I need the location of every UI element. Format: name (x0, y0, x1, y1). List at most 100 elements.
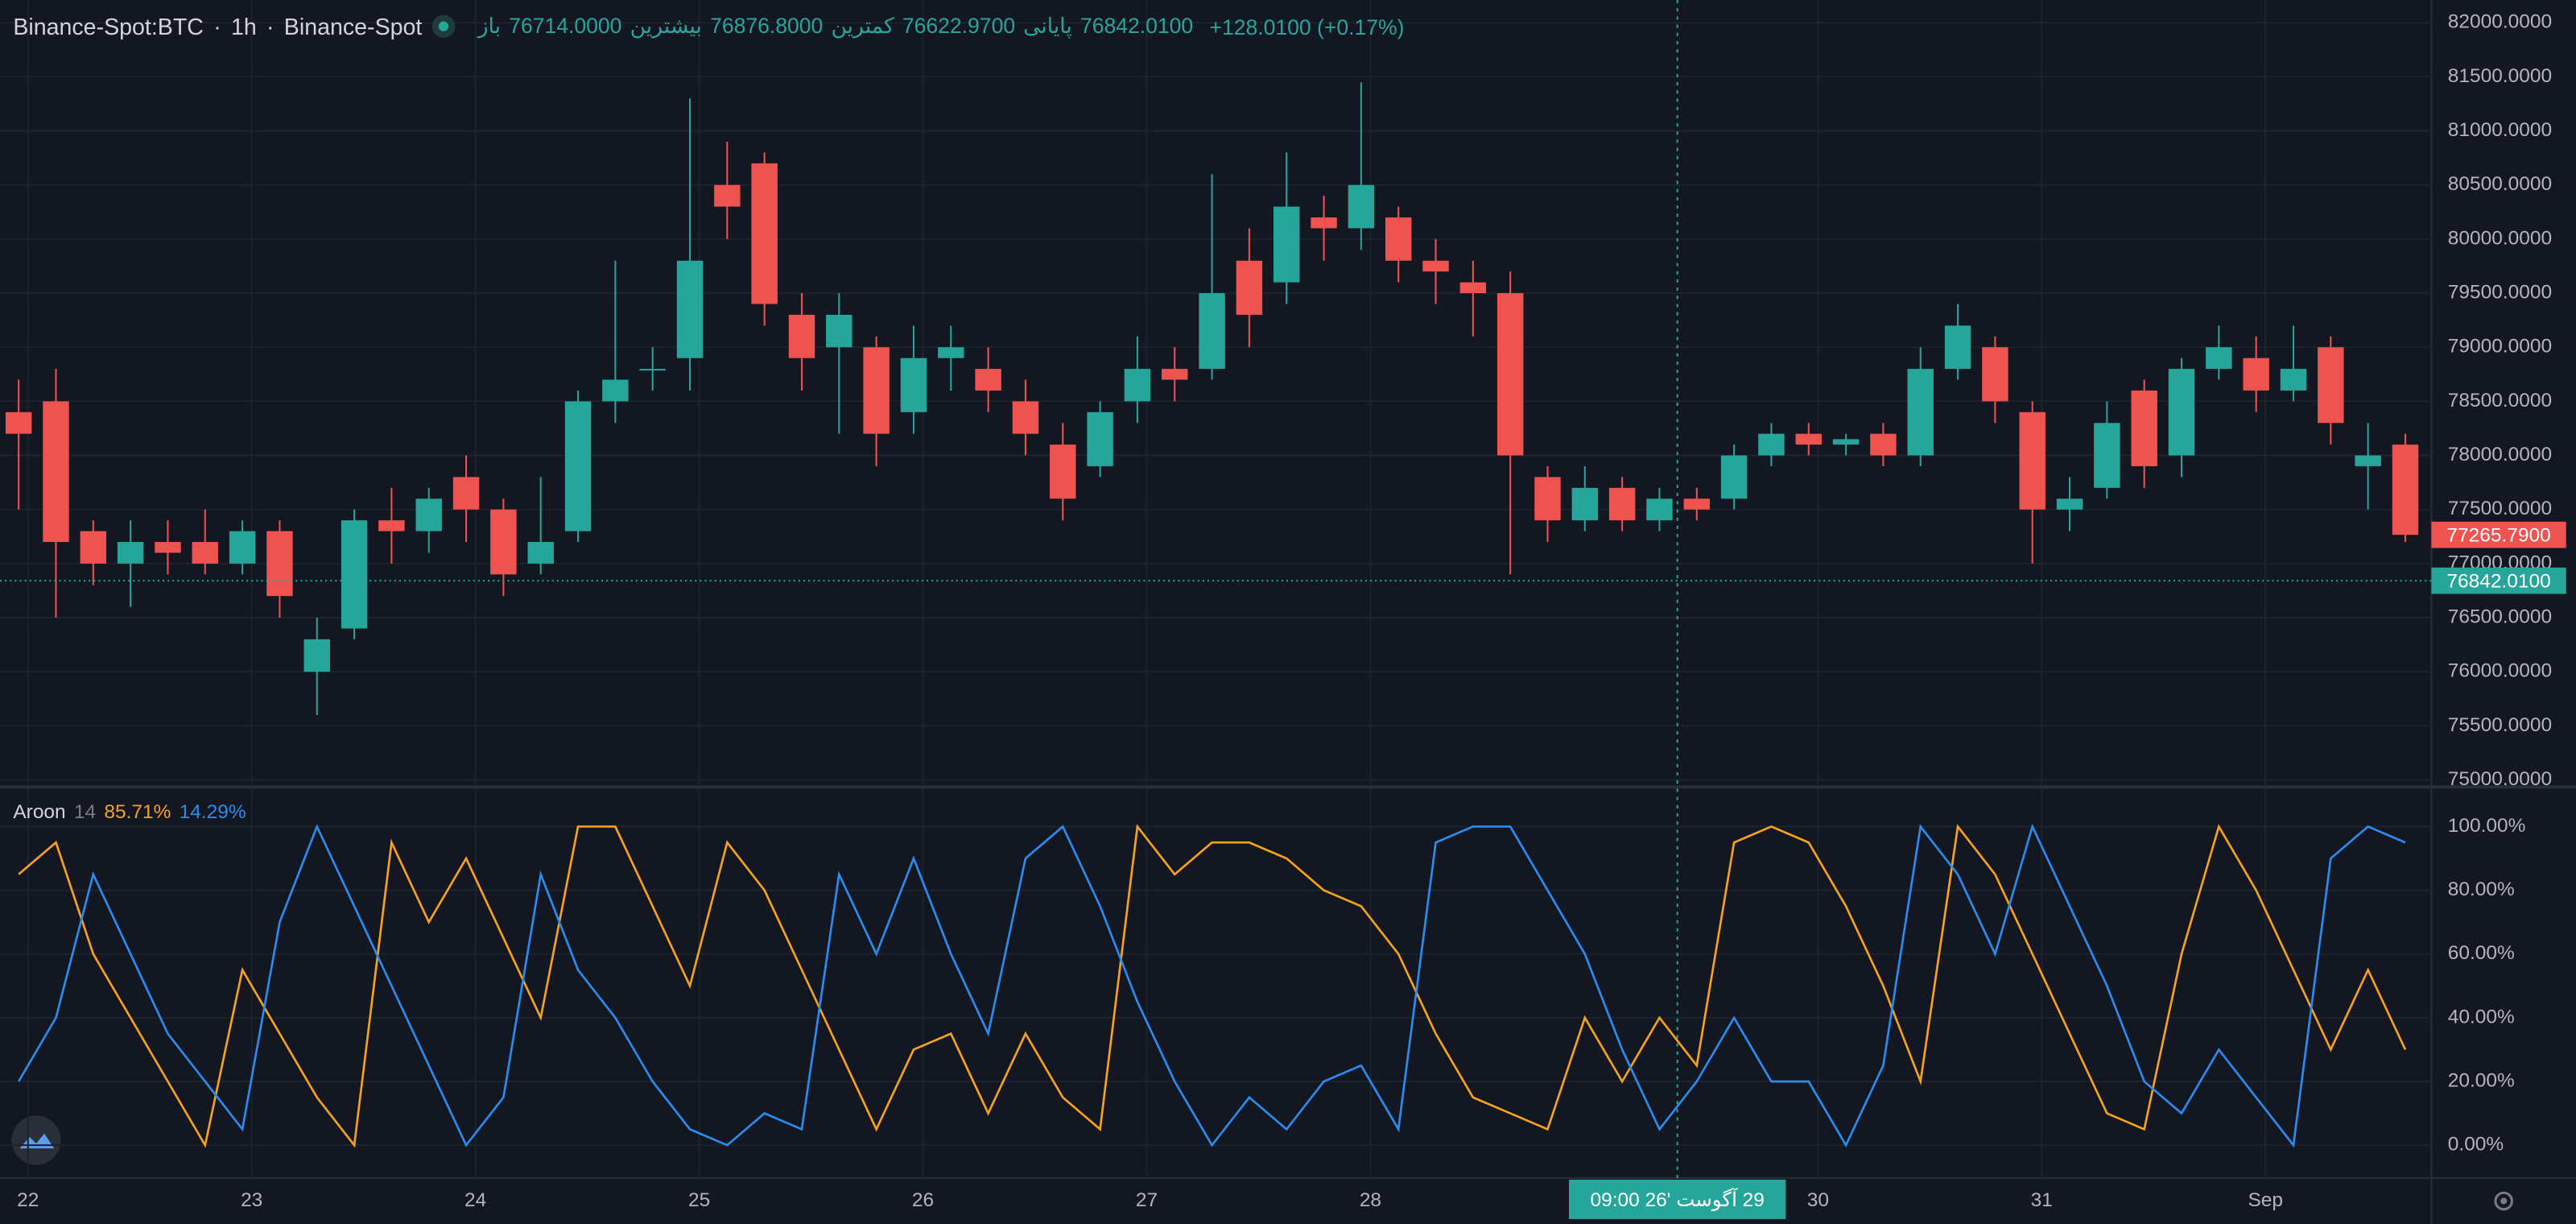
exchange: Binance-Spot (283, 13, 423, 39)
y-tick-label: 20.00% (2448, 1069, 2515, 1091)
ohlc-label: پایانی (1023, 13, 1072, 38)
candle-body (2131, 390, 2157, 466)
indicator-title: Aroon (13, 800, 66, 824)
y-tick-label: 79500.0000 (2448, 282, 2552, 304)
dot-sep: · (213, 13, 221, 39)
y-tick-label: 76500.0000 (2448, 606, 2552, 628)
candle-body (2056, 498, 2083, 510)
ohlc-value: 76842.0100 (1080, 13, 1194, 38)
candle-body (1348, 184, 1375, 229)
candle-body (378, 520, 405, 531)
candle-body (266, 531, 293, 597)
header: Binance-Spot:BTC · 1h · Binance-Spot باز… (13, 10, 1404, 43)
ohlc-value: 76622.9700 (902, 13, 1016, 38)
candle-body (1199, 293, 1225, 370)
candle-body (117, 542, 144, 564)
candle-body (639, 369, 666, 371)
ohlc-label: بیشترین (630, 13, 702, 38)
candle-body (2206, 347, 2232, 370)
indicator-legend: Aroon 14 85.71% 14.29% (13, 800, 246, 824)
y-tick-label: 77500.0000 (2448, 498, 2552, 519)
y-tick-label: 76000.0000 (2448, 660, 2552, 682)
candle-body (192, 542, 219, 564)
logo[interactable] (11, 1115, 61, 1165)
candle-body (1124, 369, 1151, 402)
candle-body (43, 401, 69, 543)
y-tick-label: 79000.0000 (2448, 336, 2552, 358)
crosshair-price-tag (2431, 567, 2566, 594)
candle-body (1273, 206, 1300, 283)
candle-body (1832, 439, 1860, 445)
ohlc-value: 76714.0000 (509, 13, 622, 38)
x-tick-label: 26 (912, 1189, 934, 1211)
change: +128.0100 (+0.17%) (1209, 14, 1405, 39)
candle-body (826, 314, 852, 348)
candle-body (2094, 423, 2120, 488)
candle-body (2168, 369, 2195, 456)
x-tick-label: 23 (241, 1189, 262, 1211)
indicator-length: 14 (73, 800, 97, 824)
x-tick-label: 30 (1807, 1189, 1829, 1211)
ohlc-label: کمترین (831, 13, 894, 38)
candle-body (788, 314, 815, 358)
candle-body (1311, 217, 1337, 229)
candle-body (1422, 260, 1449, 272)
y-tick-label: 80500.0000 (2448, 173, 2552, 195)
candle-body (676, 260, 704, 358)
candle-body (1758, 433, 1785, 456)
candle-body (1571, 487, 1599, 521)
interval[interactable]: 1h (230, 13, 257, 39)
candle-body (2019, 411, 2046, 510)
candle-body (303, 639, 330, 672)
candle-body (602, 379, 629, 402)
candle-body (1907, 369, 1934, 456)
candle-body (1795, 433, 1822, 445)
aroon-line (18, 823, 2406, 1148)
symbol[interactable]: Binance-Spot:BTC (13, 13, 204, 39)
crosshair-time-tag (1569, 1179, 1786, 1219)
x-tick-label: 28 (1360, 1189, 1381, 1211)
y-tick-label: 75000.0000 (2448, 768, 2552, 790)
aroon-down-value: 14.29% (179, 800, 246, 824)
candle-body (1646, 498, 1673, 521)
candle-body (1087, 411, 1113, 466)
candle-body (1012, 401, 1039, 434)
candle-body (2355, 455, 2381, 466)
candle-body (564, 401, 592, 531)
candle-body (155, 542, 181, 553)
candle-body (490, 509, 517, 575)
settings-icon[interactable] (2494, 1191, 2513, 1211)
candle-body (1050, 445, 1076, 499)
last-price-tag (2431, 521, 2566, 548)
candle-body (1870, 433, 1897, 456)
candle-body (2280, 369, 2307, 391)
candle-body (1608, 487, 1636, 521)
dot-sep: · (266, 13, 275, 39)
y-tick-label: 75500.0000 (2448, 714, 2552, 736)
y-tick-label: 0.00% (2448, 1134, 2504, 1156)
candle-body (1236, 260, 1263, 315)
candle-body (341, 520, 368, 629)
x-tick-label: 31 (2031, 1189, 2053, 1211)
y-tick-label: 100.00% (2448, 815, 2526, 837)
y-tick-label: 81000.0000 (2448, 119, 2552, 141)
candle-body (1720, 455, 1748, 499)
aroon-line (18, 824, 2407, 1148)
x-tick-label: 27 (1136, 1189, 1158, 1211)
ohlc: باز 76714.0000 بیشترین 76876.8000 کمترین 7662… (478, 13, 1193, 39)
y-tick-label: 60.00% (2448, 942, 2515, 964)
ohlc-value: 76876.8000 (710, 13, 824, 38)
status-dot (431, 14, 456, 38)
candle-body (80, 531, 107, 564)
candle-body (1162, 369, 1188, 380)
candle-body (751, 163, 778, 304)
candle-body (938, 347, 964, 358)
x-tick-label: 25 (688, 1189, 710, 1211)
candle-body (5, 411, 32, 434)
candle-body (2318, 347, 2344, 424)
candle-body (415, 498, 442, 531)
